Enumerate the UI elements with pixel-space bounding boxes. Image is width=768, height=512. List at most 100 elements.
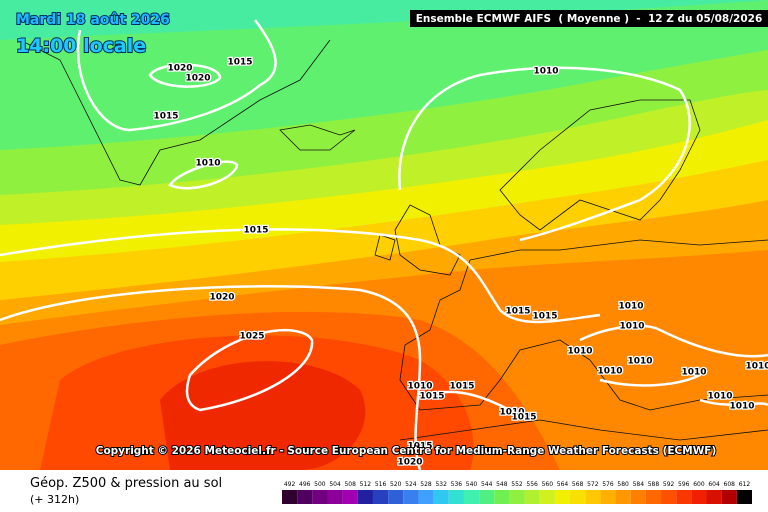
isobar-1020-greenland	[148, 63, 222, 88]
isobar-label: 1010	[618, 302, 643, 312]
colorbar-label: 536	[451, 481, 463, 488]
colorbar-label: 612	[739, 481, 751, 488]
isobar-1015-north	[76, 19, 277, 132]
colorbar-swatch	[357, 490, 373, 504]
colorbar-label: 528	[420, 481, 432, 488]
isobar-label: 1020	[185, 74, 210, 84]
colorbar-swatch	[661, 490, 677, 504]
isobar-1010-low	[168, 160, 239, 190]
colorbar-label: 516	[375, 481, 387, 488]
colorbar: 492 496 500 504 508 512 516 520 524 528 532 536 540 5…	[282, 481, 752, 504]
colorbar-swatch	[479, 490, 495, 504]
colorbar-swatch	[691, 490, 707, 504]
colorbar-label: 512	[360, 481, 372, 488]
colorbar-swatch	[539, 490, 555, 504]
europe-coast	[399, 239, 768, 411]
isobar-label: 1010	[499, 408, 524, 418]
colorbar-swatch	[494, 490, 510, 504]
isobar-label: 1025	[239, 332, 264, 342]
colorbar-label: 584	[633, 481, 645, 488]
colorbar-label: 592	[663, 481, 675, 488]
colorbar-swatch	[676, 490, 692, 504]
colorbar-label: 552	[511, 481, 523, 488]
isobars	[0, 19, 768, 471]
colorbar-swatch	[403, 490, 419, 504]
colorbar-label: 548	[496, 481, 508, 488]
british-isles	[374, 204, 461, 276]
colorbar-swatch	[721, 490, 737, 504]
isobar-label: 1015	[227, 58, 252, 68]
colorbar-label: 572	[587, 481, 599, 488]
coastlines	[19, 39, 768, 441]
colorbar-label: 600	[693, 481, 705, 488]
copyright: Copyright © 2026 Meteociel.fr - Source E…	[96, 445, 717, 457]
colorbar-swatch	[509, 490, 525, 504]
colorbar-label: 504	[329, 481, 341, 488]
colorbar-label: 560	[542, 481, 554, 488]
colorbar-label: 604	[708, 481, 720, 488]
colorbar-swatch	[600, 490, 616, 504]
colorbar-label: 540	[466, 481, 478, 488]
colorbar-swatch	[418, 490, 434, 504]
colorbar-swatch	[645, 490, 662, 504]
colorbar-swatch	[585, 490, 601, 504]
model-info: Ensemble ECMWF AIFS ( Moyenne ) - 12 Z d…	[416, 13, 763, 25]
colorbar-swatch	[554, 490, 571, 504]
colorbar-label: 532	[435, 481, 447, 488]
isobar-label: 1015	[407, 442, 432, 452]
colorbar-label: 564	[557, 481, 569, 488]
colorbar-label: 500	[314, 481, 326, 488]
colorbar-label: 596	[678, 481, 690, 488]
isobar-label: 1015	[505, 307, 530, 317]
isobar-label: 1010	[195, 159, 220, 169]
isobar-1010-scandinavia	[398, 66, 691, 242]
isobar-label: 1010	[619, 322, 644, 332]
isobar-1020-mid	[0, 285, 422, 471]
isobar-1010-east	[579, 324, 768, 407]
colorbar-swatch	[342, 490, 358, 504]
colorbar-swatch	[297, 490, 313, 504]
colorbar-label: 608	[724, 481, 736, 488]
isobar-label: 1020	[397, 458, 422, 468]
colorbar-label: 580	[617, 481, 629, 488]
isobar-label: 1010	[533, 67, 558, 77]
colorbar-label: 556	[526, 481, 538, 488]
colorbar-swatch	[630, 490, 646, 504]
isobar-label: 1010	[729, 402, 754, 412]
isobar-1025-high	[185, 328, 314, 412]
isobar-label: 1020	[209, 293, 234, 303]
colorbar-label: 508	[344, 481, 356, 488]
footer-title: Géop. Z500 & pression au sol	[30, 476, 222, 491]
map: 1020102010151015101010101015102010251015…	[0, 0, 768, 471]
colorbar-swatch	[433, 490, 449, 504]
greenland-coast	[19, 39, 331, 186]
colorbar-label: 520	[390, 481, 402, 488]
isobar-label: 1010	[707, 392, 732, 402]
isobar-label: 1010	[681, 368, 706, 378]
colorbar-label: 544	[481, 481, 493, 488]
colorbar-swatch	[736, 490, 752, 504]
isobar-1015-south	[429, 390, 521, 417]
colorbar-label: 524	[405, 481, 417, 488]
colorbar-swatch	[312, 490, 328, 504]
isobar-label: 1015	[532, 312, 557, 322]
colorbar-label: 496	[299, 481, 311, 488]
isobar-label: 1015	[511, 413, 536, 423]
colorbar-swatch	[282, 490, 298, 504]
colorbar-swatch	[372, 490, 389, 504]
isobar-labels: 1020102010151015101010101015102010251015…	[152, 56, 768, 469]
colorbar-swatch	[463, 490, 480, 504]
isobar-label: 1020	[167, 64, 192, 74]
isobar-label: 1015	[449, 382, 474, 392]
isobar-label: 1010	[597, 367, 622, 377]
colorbar-swatch	[448, 490, 464, 504]
colorbar-label: 568	[572, 481, 584, 488]
isobar-label: 1015	[153, 112, 178, 122]
band-deepred	[160, 361, 366, 470]
colorbar-swatch	[570, 490, 586, 504]
colorbar-swatch	[327, 490, 343, 504]
isobar-1015-mid	[0, 228, 601, 324]
scandinavia	[499, 99, 701, 231]
colorbar-label: 576	[602, 481, 614, 488]
